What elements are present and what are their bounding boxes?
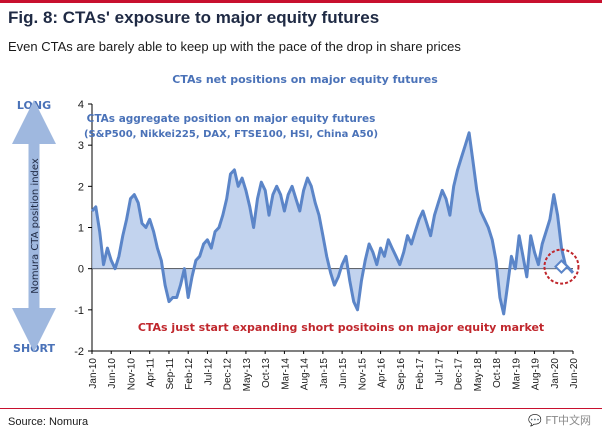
x-tick-label: Aug-14 <box>300 358 311 391</box>
y-tick-label: -1 <box>74 305 84 317</box>
callout-text: CTAs just start expanding short positoin… <box>138 321 544 334</box>
figure-title: Fig. 8: CTAs' exposure to major equity f… <box>8 8 380 27</box>
x-tick-label: Jun-15 <box>338 358 349 389</box>
x-tick-label: May-18 <box>473 358 484 392</box>
y-tick-label: -2 <box>74 346 84 358</box>
x-tick-label: Nov-10 <box>126 358 137 391</box>
x-tick-label: Mar-19 <box>511 358 522 390</box>
x-tick-label: Jun-20 <box>569 358 580 389</box>
long-label: LONG <box>17 99 51 112</box>
x-tick-label: Feb-17 <box>415 358 426 390</box>
latest-position-marker-layer <box>543 248 580 285</box>
chart-panel: CTAs net positions on major equity futur… <box>5 60 591 406</box>
x-tick-label: Jul-12 <box>203 358 214 386</box>
x-tick-label: Nov-15 <box>357 358 368 391</box>
chart-title: CTAs net positions on major equity futur… <box>172 73 438 86</box>
x-tick-label: Oct-18 <box>492 358 503 388</box>
top-accent-rule <box>0 0 602 3</box>
x-tick-label: Jul-17 <box>434 358 445 386</box>
chart-svg: CTAs net positions on major equity futur… <box>12 73 580 392</box>
series-area-layer <box>90 131 575 316</box>
x-tick-label: May-13 <box>242 358 253 392</box>
y-axis-label: Nomura CTA position index <box>30 158 41 294</box>
x-tick-label: Oct-13 <box>261 358 272 388</box>
x-tick-label: Jun-10 <box>107 358 118 389</box>
bottom-accent-rule <box>0 408 602 409</box>
x-tick-labels: Jan-10 Jun-10 Nov-10 Apr-11 Sep-11 Feb-12 Jul-… <box>88 358 580 392</box>
x-tick-label: Jan-20 <box>550 358 561 389</box>
series-line <box>90 131 575 316</box>
source-note: Source: Nomura <box>8 416 89 428</box>
y-tick-label: 4 <box>78 99 84 111</box>
x-tick-label: Mar-14 <box>280 358 291 390</box>
x-tick-label: Aug-19 <box>531 358 542 391</box>
x-tick-label: Apr-11 <box>146 358 157 388</box>
y-tick-label: 1 <box>78 223 84 235</box>
x-tick-label: Feb-12 <box>184 358 195 390</box>
x-tick-label: Apr-16 <box>377 358 388 388</box>
x-tick-label: Sep-16 <box>396 358 407 391</box>
x-tick-label: Jan-15 <box>319 358 330 389</box>
y-tick-label: 3 <box>78 140 84 152</box>
x-tick-label: Dec-17 <box>454 358 465 391</box>
axes <box>88 103 574 354</box>
x-tick-label: Dec-12 <box>223 358 234 391</box>
highlight-circle <box>543 248 580 285</box>
y-tick-label: 0 <box>78 264 84 276</box>
series-area-fill <box>92 132 573 314</box>
x-tick-label: Jan-10 <box>88 358 99 389</box>
series-components-label: (S&P500, Nikkei225, DAX, FTSE100, HSI, C… <box>84 129 378 140</box>
short-label: SHORT <box>13 342 55 355</box>
series-label: CTAs aggregate position on major equity … <box>87 113 376 125</box>
latest-point-diamond <box>554 259 569 275</box>
y-tick-labels: -2 -1 0 1 2 3 4 <box>74 99 84 358</box>
x-tick-label: Sep-11 <box>165 358 176 390</box>
watermark-logo: 💬 FT中文网 <box>528 414 592 427</box>
figure-subtitle: Even CTAs are barely able to keep up wit… <box>8 39 461 54</box>
y-tick-label: 2 <box>78 181 84 193</box>
